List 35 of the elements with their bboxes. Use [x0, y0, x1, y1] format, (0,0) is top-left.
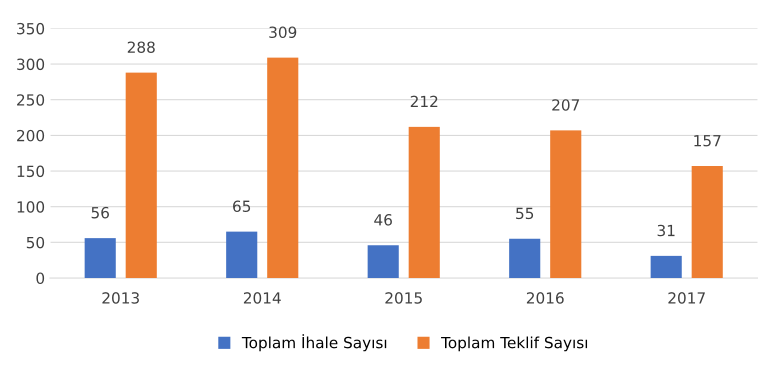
x-tick-label: 2016: [526, 292, 564, 304]
x-tick-label: 2013: [102, 292, 139, 304]
y-tick-label: 250: [17, 94, 44, 106]
bar: [408, 126, 440, 278]
bar: [650, 256, 682, 278]
data-label: 207: [552, 99, 580, 111]
data-label: 309: [269, 26, 296, 38]
y-tick-label: 50: [26, 236, 44, 248]
legend-label: Toplam Teklif Sayısı: [441, 336, 588, 352]
y-tick-label: 200: [17, 130, 44, 142]
bar: [692, 166, 723, 278]
bar: [126, 72, 157, 278]
x-tick-label: 2015: [385, 292, 422, 304]
data-label: 55: [516, 208, 534, 220]
data-label: 212: [410, 96, 438, 107]
y-tick-label: 150: [18, 166, 44, 178]
x-tick-label: 2017: [668, 292, 705, 304]
bar: [267, 58, 298, 278]
bar: [84, 238, 116, 278]
data-label: 46: [374, 214, 392, 226]
y-tick-label: 100: [18, 201, 44, 213]
bar: [368, 245, 399, 278]
y-tick-label: 0: [36, 272, 44, 284]
data-label: 56: [92, 206, 109, 218]
bar: [550, 130, 582, 278]
y-tick-label: 300: [17, 58, 44, 70]
bar: [509, 238, 540, 278]
legend-label: Toplam İhale Sayısı: [242, 334, 386, 352]
data-label: 157: [694, 135, 721, 146]
y-tick-label: 350: [17, 22, 44, 34]
data-label: 31: [658, 224, 675, 236]
bar: [226, 232, 258, 278]
x-tick-label: 2014: [244, 292, 281, 304]
data-label: 288: [128, 41, 155, 54]
data-label: 65: [233, 200, 250, 212]
